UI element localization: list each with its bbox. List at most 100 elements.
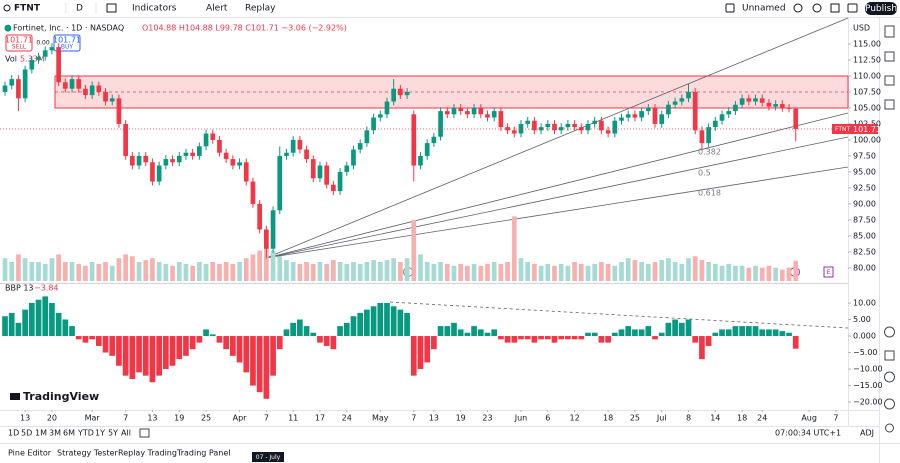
candle-body <box>264 229 269 249</box>
fan-line <box>265 17 849 259</box>
timeframe-button[interactable]: All <box>121 429 131 438</box>
symbol-button[interactable]: FTNT <box>14 4 41 14</box>
quick-search-icon[interactable] <box>793 3 803 13</box>
indicators-button[interactable]: Indicators <box>132 4 177 14</box>
y-tick-label: 87.50 <box>853 215 876 224</box>
publish-button[interactable] <box>865 2 897 15</box>
layout-name[interactable]: Unnamed <box>742 4 786 14</box>
bbp-trendline[interactable] <box>389 301 849 329</box>
bbp-bar <box>323 336 330 346</box>
bbp-bar <box>357 312 364 337</box>
alert-button[interactable]: Alert <box>206 4 228 14</box>
volume-bar <box>176 262 182 281</box>
data-window-icon[interactable] <box>884 75 895 86</box>
adj-toggle[interactable]: ADJ <box>860 429 874 438</box>
buy-price[interactable]: 101.71 <box>53 36 81 45</box>
bottom-tab[interactable]: Strategy Tester <box>57 449 118 458</box>
candle-body <box>672 101 678 105</box>
candle-body <box>485 114 490 118</box>
candle-body <box>183 152 189 156</box>
ideas-icon[interactable] <box>884 371 895 383</box>
bbp-bar <box>223 336 230 350</box>
replay-button[interactable]: Replay <box>245 4 276 14</box>
candle-body <box>364 130 370 144</box>
volume-bar <box>451 265 457 281</box>
bbp-bar <box>598 336 605 343</box>
search-icon[interactable] <box>3 4 11 12</box>
upcoming-earnings-label[interactable]: E <box>827 269 831 276</box>
publish-label[interactable]: Publish <box>865 4 897 14</box>
timeframe-button[interactable]: 1Y <box>95 429 105 438</box>
candle-body <box>297 139 303 150</box>
timeframe-button[interactable]: 5D <box>21 429 32 438</box>
watchlist-icon[interactable] <box>884 25 895 38</box>
buy-label[interactable]: BUY <box>61 44 74 51</box>
volume-bar <box>270 250 276 281</box>
bbp-bar <box>209 334 216 337</box>
help-icon[interactable] <box>884 398 895 410</box>
bbp-bar <box>471 326 477 337</box>
bbp-bar <box>129 336 136 379</box>
candle-body <box>29 59 35 70</box>
volume-bar <box>404 258 410 281</box>
timeframe-button[interactable]: 3M <box>49 429 61 438</box>
fullscreen-icon[interactable] <box>830 3 840 13</box>
volume-bar <box>712 263 718 281</box>
calendar-icon[interactable] <box>884 350 895 361</box>
volume-bar <box>264 244 269 281</box>
timeframe-button[interactable]: 1D <box>8 429 19 438</box>
timeframe-button[interactable]: 6M <box>63 429 75 438</box>
candle-body <box>69 79 75 89</box>
target-icon[interactable] <box>884 326 895 338</box>
candle-body <box>284 152 289 156</box>
sell-label[interactable]: SELL <box>12 44 27 51</box>
sell-button[interactable] <box>5 34 33 52</box>
buy-button[interactable] <box>53 34 81 52</box>
bbp-bar <box>142 336 149 376</box>
bottom-tab[interactable]: Pine Editor <box>8 449 52 458</box>
upcoming-earnings-marker[interactable] <box>823 266 834 278</box>
date-range-icon[interactable] <box>139 428 150 438</box>
volume-bar <box>666 258 671 281</box>
bbp-bar <box>350 316 357 337</box>
snapshot-icon[interactable] <box>847 3 858 13</box>
bbp-bar <box>464 332 471 337</box>
bbp-bar <box>162 336 169 370</box>
volume-bar <box>478 265 484 281</box>
volume-bar <box>183 263 189 281</box>
price-pane: 80.0082.5085.0087.5090.0092.5095.0097.50… <box>0 39 881 423</box>
timeframe-button[interactable]: 1M <box>35 429 47 438</box>
volume-bar <box>136 262 142 281</box>
chart-type-icon[interactable] <box>106 3 117 13</box>
timeframe-button[interactable]: 5Y <box>108 429 118 438</box>
alerts-icon[interactable] <box>884 51 895 62</box>
candle-body <box>498 111 504 128</box>
fib-fan[interactable] <box>265 17 849 259</box>
volume-bar <box>565 265 571 281</box>
candle-body <box>16 79 21 99</box>
settings-icon[interactable] <box>812 3 822 13</box>
candle-body <box>739 98 745 105</box>
candle-body <box>56 47 61 83</box>
bbp-bar <box>196 336 203 343</box>
x-tick-label: 7 <box>123 414 128 423</box>
y-tick-label: 5.00 <box>853 315 871 324</box>
notifications-icon[interactable] <box>885 423 894 433</box>
volume-bar <box>317 262 323 281</box>
layout-icon[interactable] <box>725 3 735 13</box>
news-icon[interactable] <box>884 99 895 110</box>
bbp-bar <box>625 326 632 337</box>
bbp-bar <box>511 336 518 343</box>
volume-bar <box>444 263 450 281</box>
candle-body <box>129 155 135 166</box>
volume-bar <box>505 262 510 281</box>
sell-price[interactable]: 101.71 <box>5 36 33 45</box>
timeframe-button[interactable]: YTD <box>77 429 94 438</box>
candle-body <box>150 162 155 182</box>
candle-body <box>351 149 356 166</box>
y-tick-label: 97.50 <box>853 151 876 160</box>
bottom-tab[interactable]: Replay Trading <box>118 449 177 458</box>
interval-button[interactable]: D <box>76 4 83 14</box>
bottom-tab[interactable]: Trading Panel <box>176 449 230 458</box>
bbp-bar <box>337 326 343 337</box>
